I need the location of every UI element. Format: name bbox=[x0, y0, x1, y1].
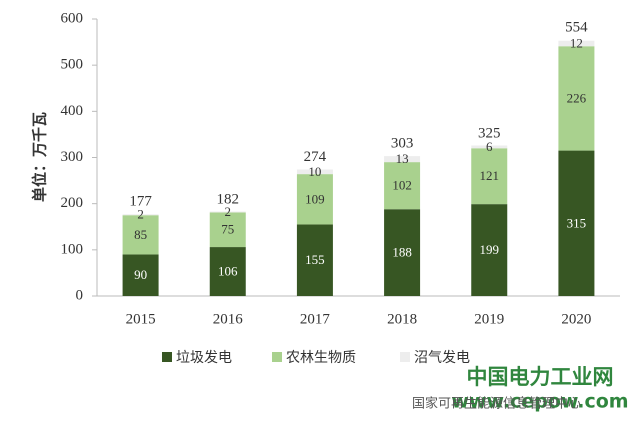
total-label: 325 bbox=[478, 125, 501, 141]
data-label: 121 bbox=[480, 168, 500, 183]
total-label: 177 bbox=[129, 194, 152, 210]
legend-label: 垃圾发电 bbox=[176, 350, 232, 366]
x-tick-label: 2018 bbox=[387, 311, 417, 327]
bar-segment bbox=[471, 145, 508, 149]
x-tick-label: 2019 bbox=[474, 311, 504, 327]
y-tick-label: 200 bbox=[61, 195, 84, 211]
data-label: 6 bbox=[486, 139, 493, 154]
total-label: 274 bbox=[304, 149, 327, 165]
total-label: 554 bbox=[565, 20, 588, 36]
data-label: 315 bbox=[567, 215, 587, 230]
data-label: 188 bbox=[392, 245, 412, 260]
data-label: 12 bbox=[570, 35, 583, 50]
bar-segment bbox=[296, 174, 333, 225]
data-label: 75 bbox=[221, 222, 234, 237]
bar-segment bbox=[558, 46, 595, 151]
x-tick-label: 2016 bbox=[213, 311, 244, 327]
bar-segment bbox=[384, 156, 421, 163]
y-tick-label: 600 bbox=[61, 10, 84, 26]
y-tick-label: 500 bbox=[61, 57, 84, 73]
bar-segment bbox=[471, 148, 508, 205]
watermark-title: 中国电力工业网 bbox=[467, 365, 614, 389]
bar-segment bbox=[471, 204, 508, 296]
legend-label: 农林生物质 bbox=[286, 350, 356, 366]
legend-swatch bbox=[162, 352, 172, 362]
data-label: 155 bbox=[305, 252, 325, 267]
data-label: 85 bbox=[134, 227, 147, 242]
bar-segment bbox=[209, 247, 246, 296]
x-tick-label: 2015 bbox=[126, 311, 156, 327]
total-label: 182 bbox=[217, 191, 240, 207]
bar-segment bbox=[296, 224, 333, 296]
bar-segment bbox=[209, 211, 246, 213]
y-axis-label: 单位：万千瓦 bbox=[31, 112, 49, 202]
data-label: 10 bbox=[308, 164, 321, 179]
data-label: 109 bbox=[305, 191, 325, 206]
bar-segment bbox=[122, 215, 159, 255]
data-label: 13 bbox=[396, 151, 409, 166]
bar-segment bbox=[122, 254, 159, 296]
legend-label: 沼气发电 bbox=[414, 350, 470, 366]
y-tick-label: 100 bbox=[61, 241, 84, 257]
bar-segment bbox=[296, 169, 333, 175]
watermark-url: www.cepow.com bbox=[451, 391, 628, 413]
data-label: 90 bbox=[134, 267, 147, 282]
data-label: 2 bbox=[137, 207, 144, 222]
source: 国家可再生能源信息管理中心 bbox=[412, 396, 581, 412]
data-label: 102 bbox=[392, 178, 412, 193]
bar-segment bbox=[209, 212, 246, 248]
y-tick-label: 0 bbox=[76, 287, 84, 303]
data-label: 2 bbox=[225, 204, 232, 219]
legend-swatch bbox=[400, 352, 410, 362]
data-label: 199 bbox=[480, 242, 500, 257]
bar-segment bbox=[558, 40, 595, 47]
bar-segment bbox=[122, 214, 159, 216]
x-tick-label: 2020 bbox=[561, 311, 591, 327]
x-tick-label: 2017 bbox=[300, 311, 331, 327]
total-label: 303 bbox=[391, 136, 414, 152]
bar-segment bbox=[558, 150, 595, 296]
bar-segment bbox=[384, 209, 421, 296]
data-label: 106 bbox=[218, 264, 238, 279]
data-label: 226 bbox=[567, 90, 587, 105]
y-tick-label: 300 bbox=[61, 149, 84, 165]
legend-swatch bbox=[272, 352, 282, 362]
y-tick-label: 400 bbox=[61, 103, 84, 119]
bar-segment bbox=[384, 162, 421, 210]
